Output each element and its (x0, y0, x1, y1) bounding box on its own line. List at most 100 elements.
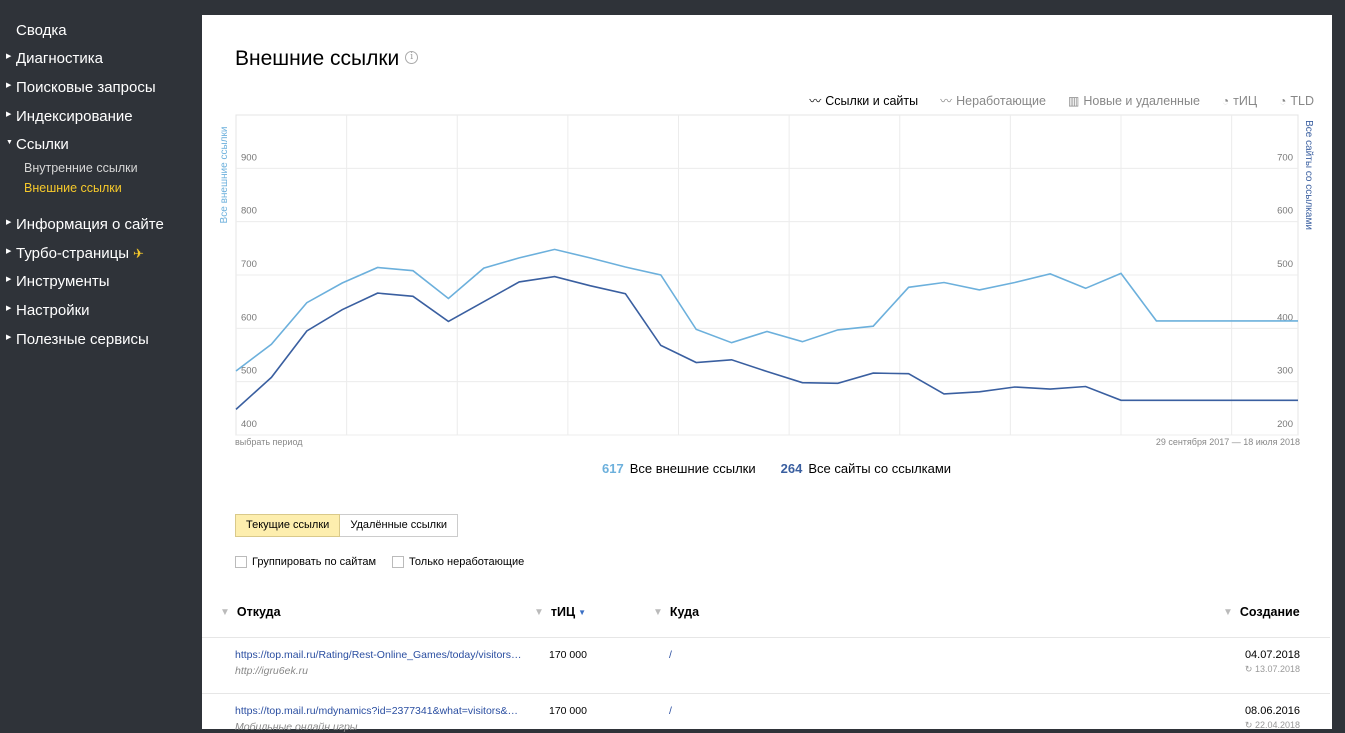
info-icon[interactable]: i (405, 50, 419, 64)
tab-label: TLD (1290, 93, 1314, 108)
tab-new-and-deleted[interactable]: ▥ Новые и удаленные (1068, 92, 1200, 109)
y-right-axis-label: Все сайты со ссылками (1303, 120, 1314, 230)
row-created-date: 08.06.2016 (1244, 705, 1300, 717)
bar-chart-icon: ▥ (1068, 93, 1080, 108)
divider (202, 693, 1330, 694)
legend-value: 264 (780, 461, 803, 476)
y-left-tick-label: 800 (241, 206, 257, 217)
checkbox-label: Только неработающие (409, 556, 525, 568)
sidebar-item-tools[interactable]: ▶ Инструменты (6, 271, 110, 293)
row-source-site: Мобильные онлайн игры (235, 721, 358, 733)
checkbox[interactable] (235, 556, 247, 568)
rocket-icon: ✈ (133, 246, 144, 261)
pie-chart-icon: ◔ (1279, 93, 1287, 108)
caret-right-icon: ▶ (6, 111, 12, 119)
row-updated-date: ↻ 22.04.2018 (1245, 720, 1300, 731)
divider (202, 637, 1330, 638)
chart-tabs: 〰 Ссылки и сайты 〰 Неработающие ▥ Новые и у… (809, 92, 1314, 109)
sidebar-item-summary[interactable]: Сводка (6, 20, 67, 42)
caret-down-icon: ▼ (6, 139, 13, 147)
series-line-sites-with-links[interactable] (235, 275, 1298, 410)
row-tic: 170 000 (549, 705, 587, 717)
tab-tic[interactable]: ◔ тИЦ (1222, 92, 1257, 109)
period-select-link[interactable]: выбрать период (235, 437, 303, 447)
sidebar-item-label: Поисковые запросы (16, 79, 156, 96)
series-line-external-links[interactable] (235, 248, 1298, 372)
y-left-axis-label: Все внешние ссылки (219, 127, 230, 224)
group-by-sites-checkbox[interactable]: Группировать по сайтам (235, 556, 376, 568)
column-header-created[interactable]: ▼ Создание (1223, 605, 1300, 619)
row-tic: 170 000 (549, 649, 587, 661)
tab-label: Ссылки и сайты (825, 93, 919, 108)
caret-right-icon: ▶ (6, 82, 12, 90)
caret-right-icon: ▶ (6, 305, 12, 313)
sidebar-item-search-queries[interactable]: ▶ Поисковые запросы (6, 77, 156, 99)
sidebar-item-label: Информация о сайте (16, 216, 164, 233)
line-chart-icon: 〰 (809, 94, 822, 108)
sidebar-item-label: Диагностика (16, 50, 103, 67)
row-target-link[interactable]: / (669, 649, 672, 661)
page-title-text: Внешние ссылки (235, 47, 400, 70)
row-created-date: 04.07.2018 (1244, 649, 1300, 661)
column-header-label: Откуда (236, 605, 281, 619)
chart-legend: 617 Все внешние ссылки 264 Все сайты со сс… (602, 461, 951, 476)
tab-links-and-sites[interactable]: 〰 Ссылки и сайты (809, 92, 918, 109)
sidebar-subitem-internal-links[interactable]: Внутренние ссылки (24, 161, 138, 175)
sidebar-item-useful-services[interactable]: ▶ Полезные сервисы (6, 329, 149, 351)
legend-item-sites-with-links[interactable]: 264 Все сайты со ссылками (781, 461, 951, 476)
sidebar-item-label: Индексирование (16, 108, 133, 125)
y-right-tick-label: 400 (1277, 312, 1293, 323)
tab-broken[interactable]: 〰 Неработающие (940, 92, 1046, 109)
main-panel: Внешние ссылки i 〰 Ссылки и сайты 〰 Неработ… (202, 15, 1332, 733)
deleted-links-button[interactable]: Удалённые ссылки (340, 514, 459, 537)
sidebar-item-links[interactable]: ▼ Ссылки (6, 134, 69, 156)
sidebar-item-label: Настройки (16, 302, 90, 319)
sidebar-item-indexing[interactable]: ▶ Индексирование (6, 106, 133, 128)
sort-desc-icon[interactable]: ▼ (578, 607, 587, 617)
sidebar-item-label: Полезные сервисы (16, 331, 149, 348)
row-source-url[interactable]: https://top.mail.ru/Rating/Rest-Online_G… (235, 649, 522, 661)
checkbox-label: Группировать по сайтам (252, 556, 377, 568)
period-range: 29 сентября 2017 — 18 июля 2018 (1155, 437, 1300, 447)
only-broken-checkbox[interactable]: Только неработающие (392, 556, 524, 568)
sidebar-item-settings[interactable]: ▶ Настройки (6, 300, 90, 322)
column-header-label: тИЦ (550, 605, 576, 619)
y-left-tick-label: 900 (241, 152, 257, 163)
pie-chart-icon: ◔ (1221, 93, 1230, 108)
column-header-tic[interactable]: ▼ тИЦ ▼ (534, 605, 586, 619)
filter-icon[interactable]: ▼ (1223, 606, 1233, 618)
column-header-label: Куда (669, 605, 700, 619)
row-target-link[interactable]: / (669, 705, 672, 717)
refresh-icon: ↻ (1244, 664, 1255, 674)
legend-label: Все внешние ссылки (629, 461, 756, 476)
sidebar-item-label: Турбо-страницы (16, 245, 130, 262)
refresh-icon: ↻ (1244, 720, 1255, 730)
filter-checkboxes: Группировать по сайтам Только неработающ… (235, 556, 524, 568)
row-source-url[interactable]: https://top.mail.ru/mdynamics?id=2377341… (235, 705, 519, 717)
page-title: Внешние ссылки i (235, 47, 419, 71)
row-source-site: http://igru6ek.ru (235, 665, 308, 677)
filter-icon[interactable]: ▼ (220, 606, 230, 618)
links-chart[interactable]: 400 500 600 700 800 900 200 300 400 500 600 700 Все … (202, 15, 1332, 455)
sidebar-item-turbo-pages[interactable]: ▶ Турбо-страницы ✈ (6, 243, 144, 265)
column-header-from[interactable]: ▼ Откуда (220, 605, 281, 619)
column-header-to[interactable]: ▼ Куда (653, 605, 699, 619)
sidebar: Сводка ▶ Диагностика ▶ Поисковые запросы ▶… (0, 0, 202, 729)
caret-right-icon: ▶ (6, 219, 12, 227)
tab-label: Новые и удаленные (1083, 93, 1200, 108)
sidebar-item-site-info[interactable]: ▶ Информация о сайте (6, 214, 164, 236)
y-right-tick-label: 700 (1277, 152, 1293, 163)
y-left-tick-label: 400 (241, 419, 257, 430)
y-left-tick-label: 500 (241, 366, 257, 377)
sidebar-item-diagnostics[interactable]: ▶ Диагностика (6, 48, 103, 70)
current-links-button[interactable]: Текущие ссылки (235, 514, 341, 537)
caret-right-icon: ▶ (6, 334, 12, 342)
y-left-tick-label: 700 (241, 259, 257, 270)
legend-item-external-links[interactable]: 617 Все внешние ссылки (602, 461, 756, 476)
filter-icon[interactable]: ▼ (653, 606, 663, 618)
sidebar-subitem-external-links[interactable]: Внешние ссылки (24, 181, 122, 195)
filter-icon[interactable]: ▼ (534, 606, 544, 618)
checkbox[interactable] (392, 556, 405, 568)
tab-tld[interactable]: ◔ TLD (1279, 92, 1314, 109)
caret-right-icon: ▶ (6, 276, 12, 284)
